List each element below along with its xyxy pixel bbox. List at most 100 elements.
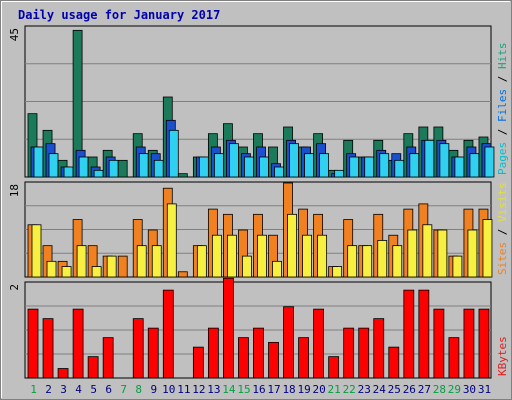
panel-middle: 18 Sites / Visits bbox=[8, 181, 509, 278]
x-tick-label-day-5: 5 bbox=[90, 383, 97, 396]
x-tick-label-day-21: 21 bbox=[328, 383, 341, 396]
chart-title: Daily usage for January 2017 bbox=[18, 8, 220, 22]
panel-top-legend-item-0: Pages bbox=[496, 142, 509, 175]
bar-middle-sites-day-27 bbox=[422, 224, 433, 278]
x-tick-label-day-18: 18 bbox=[282, 383, 295, 396]
panel-middle-legend-item-2: Visits bbox=[496, 182, 509, 222]
panel-bottom-legend-item-0: KBytes bbox=[496, 336, 509, 376]
x-tick-label-day-1: 1 bbox=[30, 383, 37, 396]
bar-bottom-kbytes-day-24 bbox=[373, 318, 385, 379]
x-tick-label-day-6: 6 bbox=[105, 383, 112, 396]
bar-middle-sites-day-19 bbox=[302, 234, 312, 278]
bar-middle-sites-day-22 bbox=[347, 245, 358, 278]
bar-middle-sites-day-25 bbox=[392, 245, 403, 278]
bar-top-pages-day-23 bbox=[364, 156, 375, 178]
bar-bottom-kbytes-day-16 bbox=[253, 327, 264, 379]
x-tick-label-day-31: 31 bbox=[478, 383, 491, 396]
bar-top-pages-day-29 bbox=[454, 156, 465, 178]
bar-middle-sites-day-30 bbox=[467, 229, 478, 278]
bar-bottom-kbytes-day-30 bbox=[463, 308, 475, 379]
panel-top-legend-item-2: Files bbox=[496, 89, 509, 122]
bar-top-pages-day-16 bbox=[259, 156, 269, 178]
bar-top-pages-day-19 bbox=[304, 153, 314, 178]
x-tick-label-day-23: 23 bbox=[358, 383, 371, 396]
x-axis: 1 2 3 4 5 6 7 8 9 10 11 12 13 14 15 16 17 18 19 20 21 22 23 24 2… bbox=[30, 383, 491, 396]
x-tick-label-day-20: 20 bbox=[313, 383, 326, 396]
bar-middle-sites-day-6 bbox=[106, 255, 117, 278]
panel-top-legend-item-4: Hits bbox=[496, 43, 509, 70]
panel-bottom: 2 KBytes bbox=[8, 277, 509, 379]
bar-top-pages-day-28 bbox=[439, 143, 450, 178]
bar-middle-sites-day-23 bbox=[362, 245, 373, 278]
x-tick-label-day-28: 28 bbox=[433, 383, 446, 396]
bar-bottom-kbytes-day-13 bbox=[207, 327, 219, 379]
bar-bottom-kbytes-day-26 bbox=[403, 289, 415, 379]
bar-bottom-kbytes-day-25 bbox=[388, 346, 400, 379]
x-tick-label-day-27: 27 bbox=[418, 383, 431, 396]
bar-middle-sites-day-10 bbox=[166, 203, 177, 278]
bar-middle-sites-day-24 bbox=[377, 240, 388, 278]
panel-bottom-ymax-label: 2 bbox=[8, 284, 21, 291]
bar-middle-sites-day-4 bbox=[76, 245, 87, 278]
x-tick-label-day-14: 14 bbox=[222, 383, 236, 396]
x-tick-label-day-30: 30 bbox=[463, 383, 476, 396]
bar-top-pages-day-18 bbox=[289, 143, 299, 178]
bar-bottom-kbytes-day-15 bbox=[238, 337, 249, 379]
x-tick-label-day-4: 4 bbox=[75, 383, 82, 396]
bar-top-pages-day-25 bbox=[394, 159, 405, 178]
bar-middle-sites-day-16 bbox=[257, 234, 267, 278]
bar-middle-sites-day-14 bbox=[227, 234, 237, 278]
x-tick-label-day-7: 7 bbox=[120, 383, 127, 396]
panel-middle-legend: Sites / Visits bbox=[496, 182, 509, 275]
bar-top-pages-day-24 bbox=[379, 153, 390, 178]
bar-middle-visits-day-7 bbox=[117, 255, 128, 278]
bar-middle-sites-day-1 bbox=[31, 224, 42, 278]
bar-bottom-kbytes-day-10 bbox=[162, 289, 174, 379]
bar-middle-sites-day-9 bbox=[151, 245, 162, 278]
bar-middle-sites-day-31 bbox=[482, 219, 493, 278]
bar-top-hits-day-11 bbox=[177, 173, 188, 178]
panel-bottom-legend: KBytes bbox=[496, 336, 509, 376]
bar-top-pages-day-6 bbox=[108, 159, 119, 178]
bar-top-pages-day-21 bbox=[334, 169, 345, 178]
bar-bottom-kbytes-day-14 bbox=[223, 277, 234, 379]
bar-top-pages-day-13 bbox=[213, 153, 224, 178]
bar-middle-sites-day-18 bbox=[287, 213, 297, 278]
x-tick-label-day-3: 3 bbox=[60, 383, 67, 396]
bar-middle-sites-day-29 bbox=[452, 255, 463, 278]
bar-top-pages-day-15 bbox=[244, 156, 254, 178]
bar-top-pages-day-9 bbox=[153, 159, 164, 178]
bar-top-pages-day-26 bbox=[409, 153, 420, 178]
panel-top-legend-item-1: / bbox=[496, 122, 509, 142]
bar-bottom-kbytes-day-20 bbox=[313, 308, 325, 379]
bar-middle-sites-day-13 bbox=[211, 234, 222, 278]
x-tick-label-day-16: 16 bbox=[252, 383, 265, 396]
bar-middle-sites-day-28 bbox=[437, 229, 448, 278]
x-tick-label-day-25: 25 bbox=[388, 383, 401, 396]
bar-top-pages-day-17 bbox=[274, 166, 284, 178]
bar-bottom-kbytes-day-1 bbox=[27, 308, 39, 379]
bar-middle-sites-day-15 bbox=[242, 255, 252, 278]
bar-bottom-kbytes-day-29 bbox=[448, 337, 460, 379]
bar-top-pages-day-2 bbox=[48, 153, 59, 178]
bar-bottom-kbytes-day-21 bbox=[328, 356, 340, 379]
bar-top-pages-day-27 bbox=[424, 139, 435, 178]
bar-top-pages-day-1 bbox=[33, 146, 44, 178]
panel-top-legend: Pages / Files / Hits bbox=[496, 43, 509, 176]
bar-bottom-kbytes-day-5 bbox=[87, 356, 99, 379]
bar-top-pages-day-14 bbox=[229, 143, 239, 178]
panel-top: 45 Pages / Files / Hits bbox=[8, 25, 509, 178]
x-tick-label-day-11: 11 bbox=[177, 383, 190, 396]
bar-bottom-kbytes-day-2 bbox=[42, 318, 54, 379]
x-tick-label-day-15: 15 bbox=[237, 383, 250, 396]
bar-top-pages-day-22 bbox=[349, 156, 360, 178]
bar-bottom-kbytes-day-19 bbox=[298, 337, 309, 379]
bar-bottom-kbytes-day-31 bbox=[478, 308, 490, 379]
x-tick-label-day-17: 17 bbox=[267, 383, 280, 396]
bar-middle-sites-day-20 bbox=[317, 234, 328, 278]
x-tick-label-day-9: 9 bbox=[150, 383, 157, 396]
bar-top-pages-day-4 bbox=[78, 156, 89, 178]
bar-middle-sites-day-8 bbox=[136, 245, 147, 278]
bar-top-pages-day-3 bbox=[63, 166, 74, 178]
